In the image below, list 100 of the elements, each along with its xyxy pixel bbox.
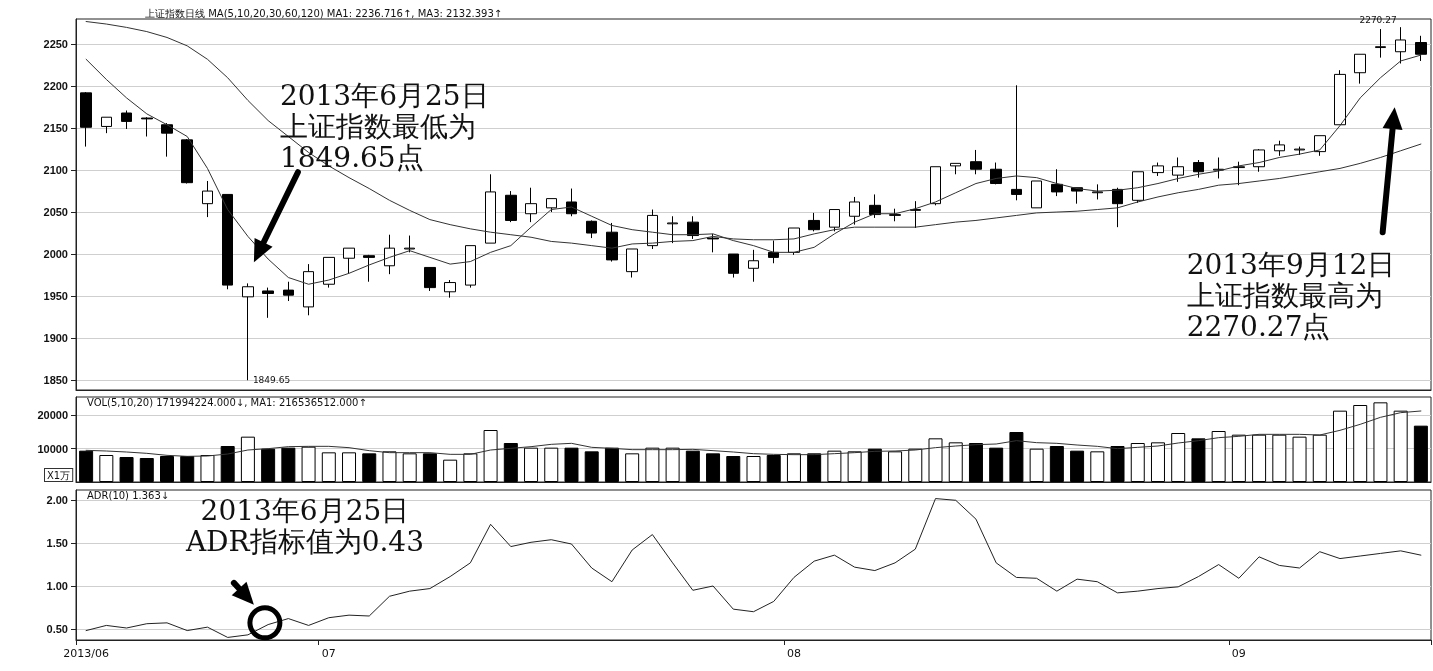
y-tick-label: 2.00 — [46, 494, 68, 507]
candlestick — [1274, 140, 1285, 157]
bar — [281, 447, 296, 482]
candlestick — [768, 240, 779, 264]
bar — [79, 450, 94, 482]
bar — [726, 456, 741, 482]
candlestick — [1334, 69, 1346, 126]
bar — [261, 448, 276, 482]
candlestick — [1132, 171, 1144, 204]
candlestick — [404, 235, 415, 253]
bar — [422, 453, 437, 482]
bar — [867, 448, 882, 482]
candlestick — [323, 256, 335, 289]
candlestick — [303, 263, 314, 316]
line-series — [85, 410, 1422, 457]
annotation: 1849.65 — [252, 375, 291, 386]
candlestick — [728, 253, 739, 279]
y-tick-label: 20000 — [37, 409, 68, 422]
x-tick-label: 08 — [786, 647, 801, 660]
candlestick — [485, 173, 496, 244]
annotation: 2013年6月25日ADR指标值为0.43 — [185, 493, 424, 558]
bar — [665, 447, 680, 482]
bar — [1373, 402, 1388, 482]
bar — [1393, 410, 1408, 482]
candlestick — [626, 248, 638, 279]
bar — [604, 447, 619, 482]
candlestick — [181, 138, 193, 185]
bar — [1353, 405, 1368, 482]
y-tick-label: 1950 — [43, 289, 68, 302]
candlestick — [343, 247, 355, 274]
bar — [807, 453, 822, 482]
bar — [1150, 442, 1165, 482]
candlestick — [525, 187, 537, 223]
candlestick — [444, 279, 456, 299]
candlestick — [161, 122, 173, 158]
y-tick-label: 1.00 — [46, 580, 68, 592]
candlestick — [869, 193, 881, 219]
bar — [584, 451, 599, 482]
bar — [888, 451, 903, 482]
bar — [544, 447, 559, 482]
bar — [200, 455, 215, 482]
y-tick-label: 1.50 — [46, 537, 68, 550]
bar — [382, 451, 397, 482]
candlestick — [1314, 135, 1326, 157]
candlestick — [1213, 157, 1224, 179]
bar — [948, 442, 963, 482]
bar — [160, 456, 175, 482]
candlestick — [1031, 180, 1042, 209]
y-tick-label: 2150 — [43, 122, 68, 135]
candlestick — [930, 166, 941, 206]
candlestick — [1294, 146, 1305, 156]
bar — [706, 453, 721, 482]
bar — [1211, 431, 1226, 482]
candlestick — [121, 109, 132, 130]
bar — [503, 443, 518, 482]
chart-title: 上证指数日线 MA(5,10,20,30,60,120) MA1: 2236.716↑, MA3: 2132.393↑ — [145, 7, 503, 19]
candlestick — [748, 249, 759, 283]
bar — [1171, 433, 1186, 482]
bar — [524, 447, 539, 482]
bar — [1272, 434, 1287, 482]
candlestick — [1415, 35, 1427, 62]
candlestick — [465, 245, 476, 289]
candlestick — [1253, 148, 1265, 173]
candlestick — [101, 116, 112, 134]
bar — [402, 453, 417, 482]
candlestick — [1395, 26, 1406, 64]
candlestick — [546, 198, 557, 213]
candlestick — [141, 116, 153, 138]
y-tick-label: 1850 — [43, 373, 68, 386]
bar — [1312, 434, 1327, 482]
bar — [766, 455, 781, 482]
candlestick — [424, 266, 436, 292]
bar — [685, 450, 700, 482]
bar — [847, 451, 862, 482]
bar — [139, 458, 154, 482]
candlestick — [586, 219, 597, 239]
bar — [989, 447, 1004, 482]
candlestick — [990, 162, 1002, 185]
bar — [99, 455, 114, 482]
y-tick-label: 1900 — [43, 331, 68, 344]
x-tick-label: 2013/06 — [63, 647, 109, 660]
x-tick-label: 09 — [1231, 647, 1246, 660]
candlestick — [1152, 162, 1164, 177]
candlestick — [262, 287, 274, 319]
bar — [463, 453, 478, 482]
candlestick — [647, 209, 658, 250]
candlestick — [606, 222, 618, 263]
bar — [746, 456, 761, 482]
x-tick-label: 07 — [321, 647, 336, 660]
y-tick-label: 0.50 — [46, 622, 68, 635]
candlestick — [1011, 84, 1022, 201]
candlestick — [1354, 53, 1366, 85]
bar — [786, 453, 801, 482]
bar — [362, 453, 377, 482]
y-tick-label: 2200 — [43, 80, 68, 93]
bar — [119, 457, 134, 482]
candlestick — [1375, 28, 1386, 59]
chart-title: ADR(10) 1.363↓ — [87, 489, 170, 501]
candlestick — [1172, 157, 1184, 183]
y-tick-label: 2250 — [43, 38, 68, 51]
